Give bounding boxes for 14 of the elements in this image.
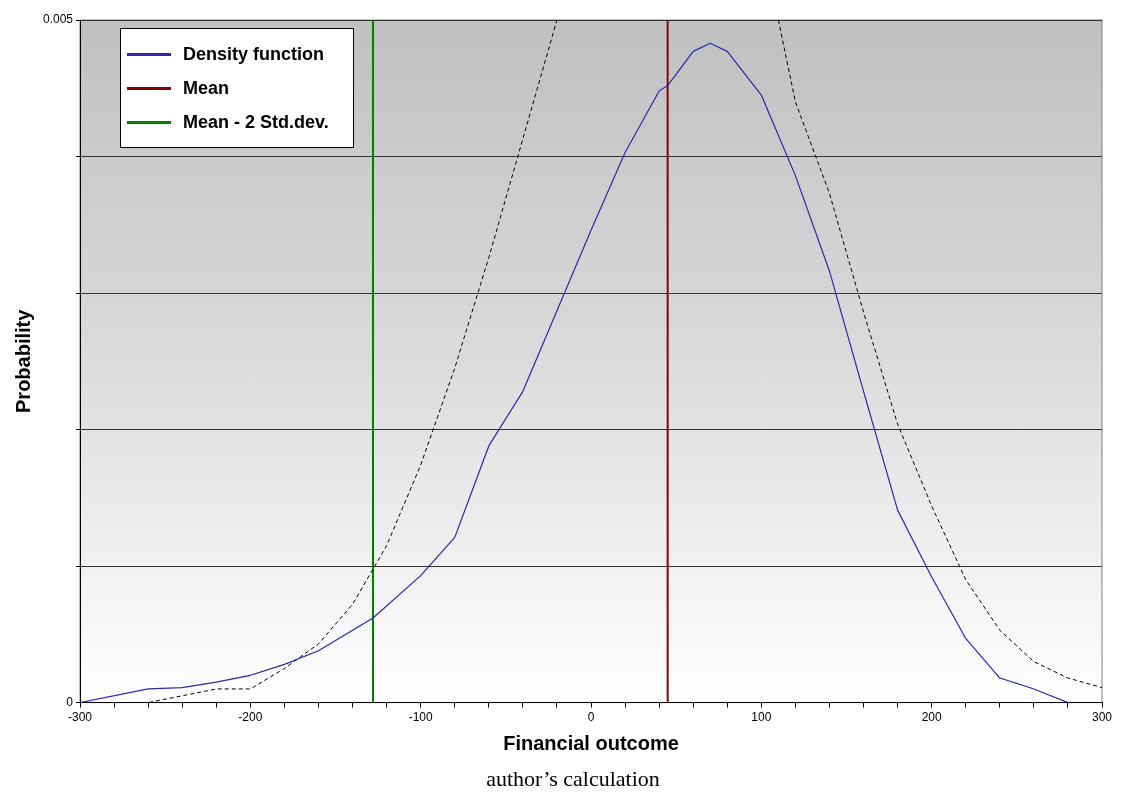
x-tick-label: 200	[921, 710, 942, 725]
text: author’s calculation	[485, 766, 661, 792]
y-axis-title: Probability	[11, 308, 34, 413]
x-tick-label: -200	[238, 710, 263, 725]
x-tick-label: -100	[408, 710, 434, 725]
legend-label: Mean - 2 Std.dev.	[183, 111, 329, 133]
x-tick-label: 100	[751, 710, 772, 725]
x-axis-title: Financial outcome	[503, 731, 679, 754]
x-tick-label: 300	[1091, 710, 1113, 725]
x-tick-label: -300	[68, 710, 93, 725]
y-tick-label: 0.005	[43, 12, 74, 27]
x-tick-label: 0	[587, 710, 595, 725]
legend-label: Mean	[183, 77, 230, 99]
legend-label: Density function	[183, 43, 325, 65]
